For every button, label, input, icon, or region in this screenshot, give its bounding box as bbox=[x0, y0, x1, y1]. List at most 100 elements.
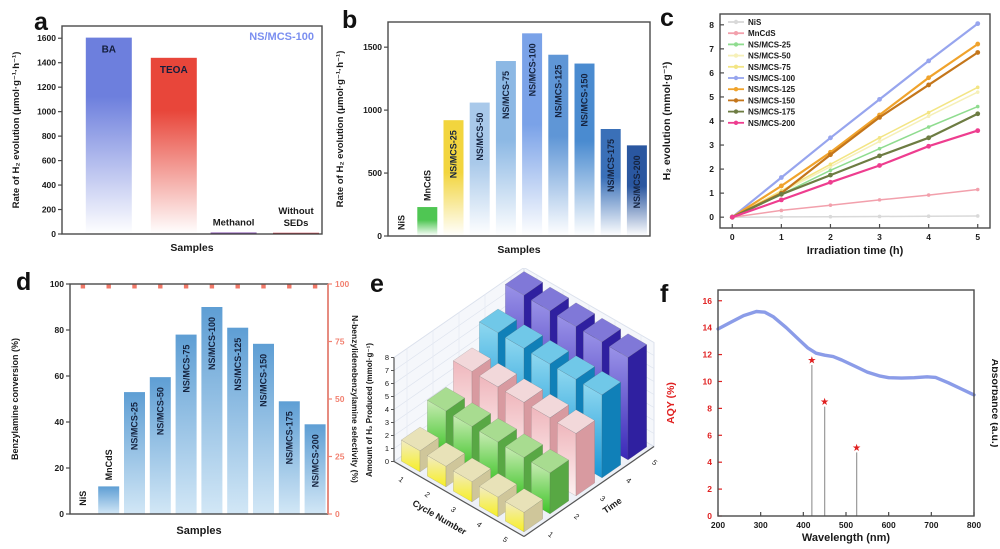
svg-text:2: 2 bbox=[709, 164, 714, 174]
svg-text:0: 0 bbox=[335, 509, 340, 519]
svg-text:6: 6 bbox=[707, 430, 712, 440]
svg-text:Samples: Samples bbox=[176, 525, 221, 537]
svg-text:400: 400 bbox=[42, 180, 56, 190]
svg-text:1000: 1000 bbox=[363, 105, 382, 115]
panel-b-letter: b bbox=[342, 6, 358, 34]
panel-d-chart-bar-conversion-selectivity: 0 20 40 60 80 100 NiS MnCdS NS/MCS-25 NS/MCS-50 NS… bbox=[4, 268, 360, 548]
panel-c-chart-line-h2-evolution: 0 1 2 3 4 5 0 1 2 3 4 5 6 7 8 NiS MnCdS NS/MCS-25 NS/MCS-5… bbox=[658, 2, 998, 266]
svg-text:600: 600 bbox=[882, 520, 896, 530]
svg-text:7: 7 bbox=[709, 44, 714, 54]
svg-text:80: 80 bbox=[55, 325, 65, 335]
svg-text:Amount of H₂ Produced (mmol·g⁻: Amount of H₂ Produced (mmol·g⁻¹) bbox=[365, 343, 374, 477]
svg-text:NS/MCS-75: NS/MCS-75 bbox=[501, 71, 511, 119]
svg-text:NS/MCS-125: NS/MCS-125 bbox=[748, 85, 796, 94]
panel-e-chart-3d-cycling: 0 1 2 3 4 5 6 7 8 1 2 3 4 5 1 2 3 4 5 Cycle Number Time Amoun… bbox=[358, 266, 660, 548]
svg-text:Without: Without bbox=[278, 206, 314, 217]
svg-text:NS/MCS-25: NS/MCS-25 bbox=[748, 40, 791, 49]
svg-text:NS/MCS-175: NS/MCS-175 bbox=[285, 411, 295, 464]
svg-text:NiS: NiS bbox=[396, 215, 406, 230]
svg-text:NS/MCS-200: NS/MCS-200 bbox=[632, 155, 642, 208]
svg-text:0: 0 bbox=[707, 511, 712, 521]
panel-b-chart-bar-samples: 0 500 1000 1500 NiS MnCdS NS/MCS-25 NS/MCS-50 NS… bbox=[330, 2, 656, 266]
svg-text:100: 100 bbox=[335, 279, 349, 289]
svg-text:75: 75 bbox=[335, 337, 345, 347]
svg-text:NS/MCS-50: NS/MCS-50 bbox=[156, 387, 166, 435]
svg-text:NS/MCS-100: NS/MCS-100 bbox=[249, 31, 314, 43]
svg-text:TEOA: TEOA bbox=[160, 65, 188, 76]
panel-d-letter: d bbox=[16, 268, 32, 296]
svg-text:NS/MCS-25: NS/MCS-25 bbox=[449, 130, 459, 178]
svg-text:2: 2 bbox=[572, 512, 581, 522]
svg-text:NS/MCS-125: NS/MCS-125 bbox=[554, 65, 564, 118]
svg-text:Rate of H₂ evolution (μmol·g⁻¹: Rate of H₂ evolution (μmol·g⁻¹·h⁻¹) bbox=[11, 52, 22, 209]
svg-text:NS/MCS-125: NS/MCS-125 bbox=[233, 338, 243, 391]
svg-text:300: 300 bbox=[754, 520, 768, 530]
svg-text:MnCdS: MnCdS bbox=[104, 449, 114, 480]
svg-text:4: 4 bbox=[624, 476, 633, 486]
svg-text:100: 100 bbox=[50, 279, 64, 289]
svg-text:25: 25 bbox=[335, 452, 345, 462]
svg-text:1: 1 bbox=[779, 232, 784, 242]
svg-text:1600: 1600 bbox=[37, 33, 56, 43]
svg-text:20: 20 bbox=[55, 463, 65, 473]
svg-text:Irradiation time (h): Irradiation time (h) bbox=[807, 245, 904, 257]
svg-text:10: 10 bbox=[703, 376, 713, 386]
svg-text:NS/MCS-25: NS/MCS-25 bbox=[130, 402, 140, 450]
svg-text:2: 2 bbox=[828, 232, 833, 242]
svg-text:8: 8 bbox=[709, 20, 714, 30]
svg-text:5: 5 bbox=[501, 535, 510, 545]
svg-text:7: 7 bbox=[385, 366, 389, 375]
svg-text:6: 6 bbox=[385, 379, 389, 388]
svg-text:5: 5 bbox=[975, 232, 980, 242]
svg-text:MnCdS: MnCdS bbox=[423, 170, 433, 201]
svg-text:3: 3 bbox=[598, 494, 607, 504]
svg-text:0: 0 bbox=[59, 509, 64, 519]
svg-text:3: 3 bbox=[449, 505, 458, 515]
svg-text:1: 1 bbox=[709, 188, 714, 198]
panel-a-letter: a bbox=[34, 8, 48, 36]
svg-text:16: 16 bbox=[703, 296, 713, 306]
svg-text:NS/MCS-100: NS/MCS-100 bbox=[527, 43, 537, 96]
svg-text:NS/MCS-50: NS/MCS-50 bbox=[475, 113, 485, 161]
svg-text:700: 700 bbox=[924, 520, 938, 530]
svg-text:0: 0 bbox=[730, 232, 735, 242]
svg-text:N-benzylidenebenzylamine selec: N-benzylidenebenzylamine selectivity (%) bbox=[350, 315, 360, 483]
svg-text:H₂ evolution (mmol·g⁻¹): H₂ evolution (mmol·g⁻¹) bbox=[661, 62, 673, 181]
svg-text:NS/MCS-100: NS/MCS-100 bbox=[748, 74, 796, 83]
svg-text:NS/MCS-50: NS/MCS-50 bbox=[748, 52, 791, 61]
svg-text:Rate of H₂ evolution (μmol·g⁻¹: Rate of H₂ evolution (μmol·g⁻¹·h⁻¹) bbox=[335, 51, 346, 208]
svg-text:14: 14 bbox=[703, 323, 713, 333]
svg-text:3: 3 bbox=[385, 418, 389, 427]
svg-text:40: 40 bbox=[55, 417, 65, 427]
svg-text:NS/MCS-75: NS/MCS-75 bbox=[181, 345, 191, 393]
panel-c: c 0 1 2 3 4 5 0 1 2 3 4 5 6 7 8 NiS MnCdS NS/MCS-25 NS/MCS… bbox=[658, 2, 998, 266]
svg-text:0: 0 bbox=[385, 457, 389, 466]
svg-text:★: ★ bbox=[852, 443, 861, 454]
svg-text:600: 600 bbox=[42, 156, 56, 166]
svg-text:6: 6 bbox=[709, 68, 714, 78]
svg-text:4: 4 bbox=[475, 520, 484, 530]
panel-a: a 0 200 400 600 800 1000 1200 1400 1600 BA TEOA Met… bbox=[6, 2, 328, 266]
svg-text:NS/MCS-100: NS/MCS-100 bbox=[207, 317, 217, 370]
svg-text:NS/MCS-175: NS/MCS-175 bbox=[748, 108, 796, 117]
svg-text:Samples: Samples bbox=[497, 244, 540, 256]
svg-text:1: 1 bbox=[385, 444, 389, 453]
svg-text:Wavelength (nm): Wavelength (nm) bbox=[802, 532, 891, 544]
panel-d: d 0 20 40 60 80 100 NiS MnCdS NS/MCS-25 NS/MCS-50… bbox=[4, 268, 360, 548]
svg-text:0: 0 bbox=[377, 231, 382, 241]
svg-text:4: 4 bbox=[707, 457, 712, 467]
panel-e-letter: e bbox=[370, 270, 384, 298]
svg-text:Cycle Number: Cycle Number bbox=[411, 498, 469, 537]
svg-text:1: 1 bbox=[397, 475, 406, 485]
svg-text:NS/MCS-175: NS/MCS-175 bbox=[606, 139, 616, 192]
svg-text:Methanol: Methanol bbox=[213, 218, 255, 229]
svg-text:Samples: Samples bbox=[170, 242, 213, 254]
svg-text:8: 8 bbox=[707, 403, 712, 413]
svg-text:8: 8 bbox=[385, 353, 389, 362]
svg-text:MnCdS: MnCdS bbox=[748, 29, 776, 38]
svg-text:2: 2 bbox=[423, 490, 432, 500]
svg-text:3: 3 bbox=[877, 232, 882, 242]
panel-a-chart-bar-seds: 0 200 400 600 800 1000 1200 1400 1600 BA TEOA Metha… bbox=[6, 2, 328, 266]
svg-text:5: 5 bbox=[650, 458, 659, 468]
svg-text:60: 60 bbox=[55, 371, 65, 381]
